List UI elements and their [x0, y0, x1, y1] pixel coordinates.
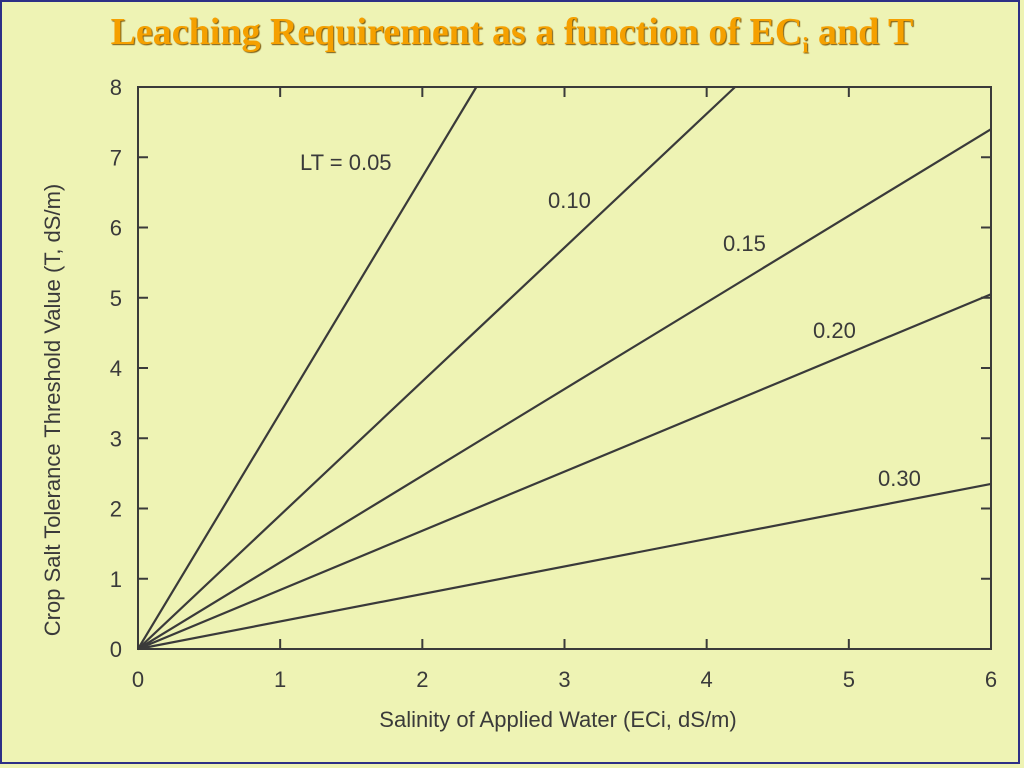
y-tick-label: 5 [110, 286, 122, 311]
y-tick-label: 7 [110, 145, 122, 170]
series-line [137, 482, 992, 651]
y-tick-label: 8 [110, 75, 122, 100]
series-line [137, 86, 478, 650]
slide-title: Leaching Requirement as a function of EC… [110, 11, 914, 58]
y-tick-label: 6 [110, 216, 122, 241]
tick-labels: 0 1 2 3 4 5 6 0 1 2 3 4 5 6 7 8 [110, 75, 997, 692]
y-tick-label: 3 [110, 426, 122, 451]
x-tick-label: 4 [701, 667, 713, 692]
x-tick-label: 3 [558, 667, 570, 692]
axis-ticks [137, 86, 992, 650]
series-labels: LT = 0.05 0.10 0.15 0.20 0.30 [300, 150, 921, 491]
x-tick-label: 2 [416, 667, 428, 692]
x-axis-label: Salinity of Applied Water (ECi, dS/m) [379, 707, 736, 732]
series-line [137, 293, 992, 651]
y-tick-label: 4 [110, 356, 122, 381]
plot-frame [137, 86, 992, 650]
series-line [137, 128, 992, 650]
x-tick-label: 0 [132, 667, 144, 692]
series-label: 0.20 [813, 318, 856, 343]
y-tick-label: 2 [110, 497, 122, 522]
series-lines [137, 86, 992, 651]
series-label: 0.15 [723, 231, 766, 256]
y-tick-label: 0 [110, 637, 122, 662]
series-label: 0.10 [548, 188, 591, 213]
series-label: 0.30 [878, 466, 921, 491]
x-tick-label: 6 [985, 667, 997, 692]
y-tick-label: 1 [110, 567, 122, 592]
series-line [137, 86, 736, 650]
y-axis-label: Crop Salt Tolerance Threshold Value (T, … [40, 184, 65, 636]
x-tick-label: 1 [274, 667, 286, 692]
series-label: LT = 0.05 [300, 150, 392, 175]
x-tick-label: 5 [843, 667, 855, 692]
